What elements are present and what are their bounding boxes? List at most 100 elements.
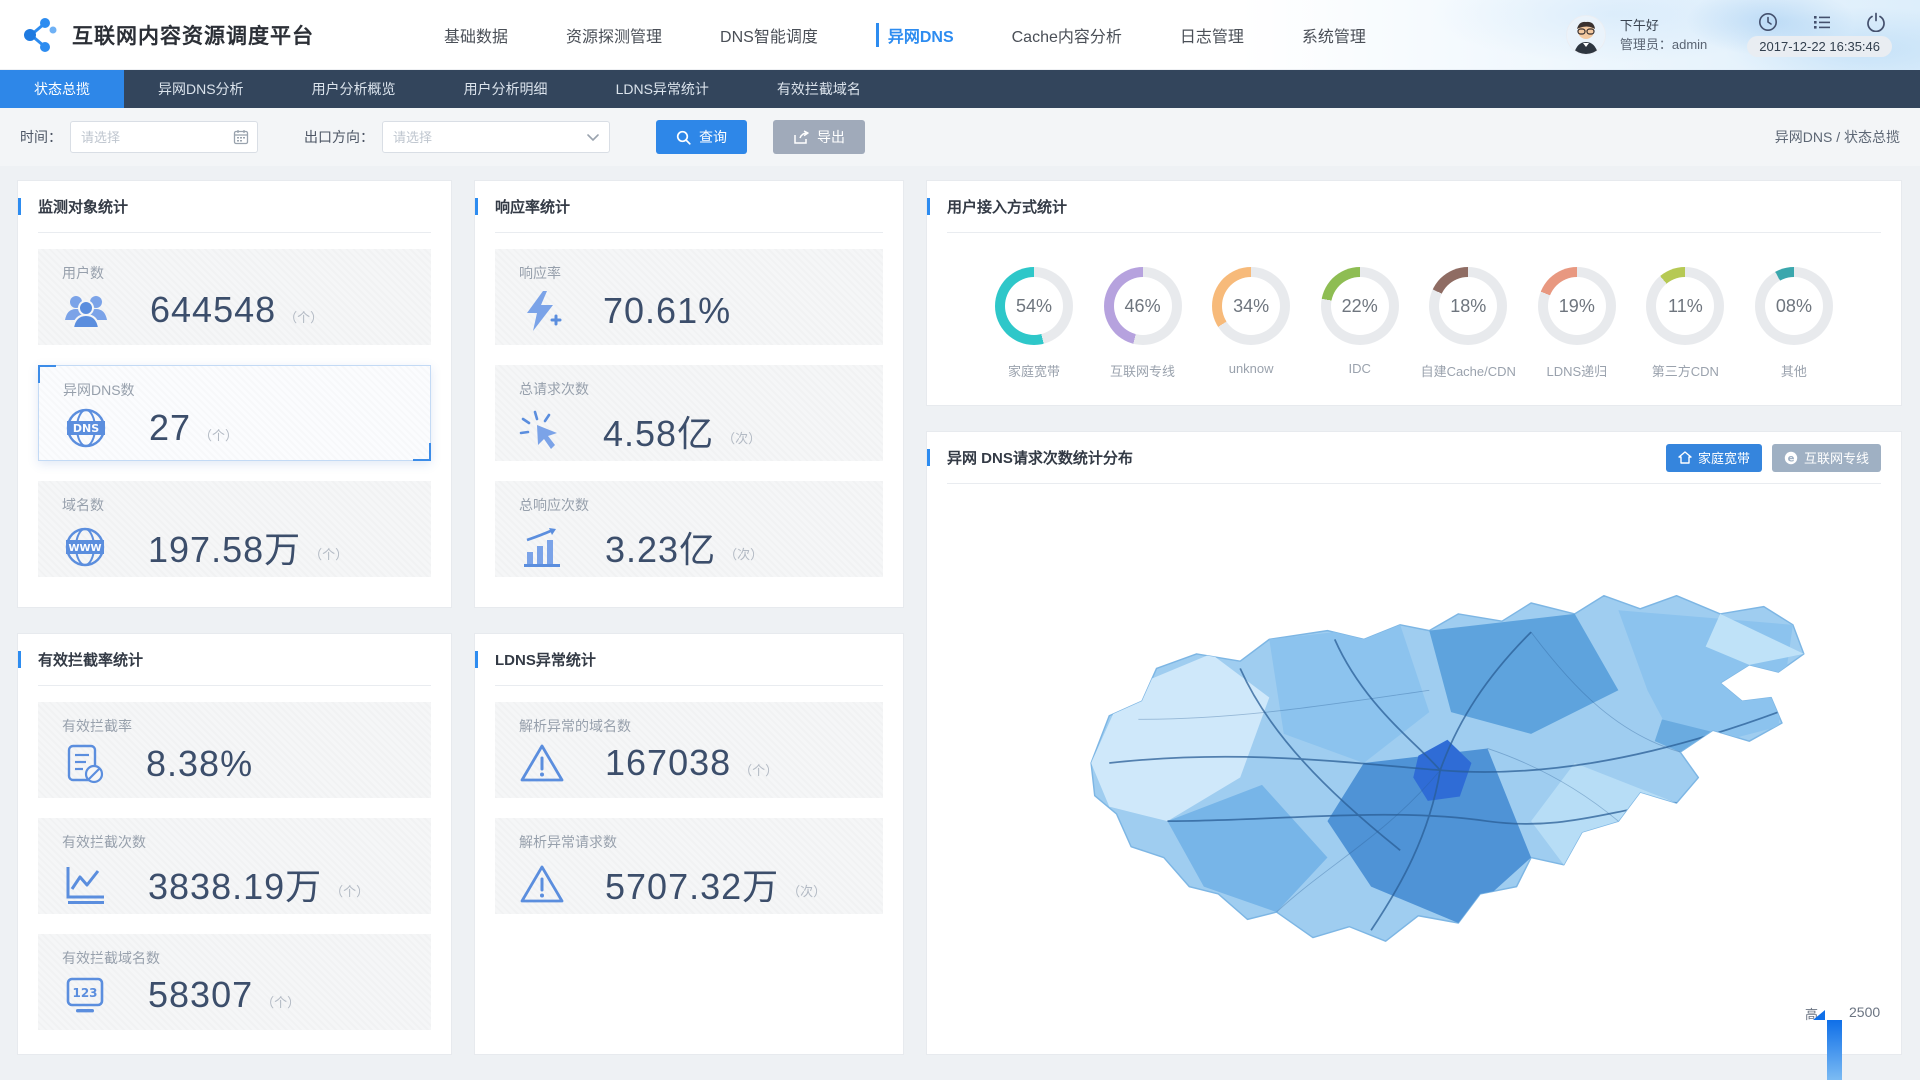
stat-label: 有效拦截域名数 — [62, 950, 160, 966]
title-accent — [475, 651, 478, 668]
nav-item-system-management[interactable]: 系统管理 — [1301, 28, 1366, 46]
svg-text:123: 123 — [72, 986, 97, 1000]
greeting-text: 下午好 — [1619, 17, 1659, 33]
stat-label: 域名数 — [62, 497, 104, 513]
monitor-123-icon: 123 — [66, 977, 104, 1013]
lightning-plus-icon — [527, 291, 562, 331]
stat-unit: （个） — [309, 546, 349, 562]
donut-internet-line: 46% 互联网专线 — [1094, 267, 1192, 380]
warning-triangle-icon — [520, 865, 564, 903]
top-header: 互联网内容资源调度平台 基础数据 资源探测管理 DNS智能调度 异网DNS Ca… — [0, 0, 1920, 70]
app-logo: 互联网内容资源调度平台 — [20, 15, 314, 55]
clock-icon[interactable] — [1758, 12, 1778, 32]
sub-tab-bar: 状态总揽 异网DNS分析 用户分析概览 用户分析明细 LDNS异常统计 有效拦截… — [0, 70, 1920, 108]
stat-tile-total-responses[interactable]: 总响应次数 3.23亿 （次） — [495, 481, 883, 577]
map-toggle-label: 家庭宽带 — [1697, 451, 1750, 466]
stat-value: 58307 — [148, 974, 254, 1015]
users-icon — [65, 296, 107, 329]
stat-tile-intercept-domains[interactable]: 有效拦截域名数 123 58307 （个） — [38, 934, 431, 1030]
card-title: LDNS异常统计 — [495, 652, 596, 669]
tab-intercepted-domains[interactable]: 有效拦截域名 — [776, 81, 861, 97]
access-donut-charts: 54% 家庭宽带 46% 互联网专线 34% unknow 22% IDC 18… — [927, 233, 1901, 380]
search-icon — [676, 130, 691, 145]
nav-item-foreign-dns[interactable]: 异网DNS — [875, 22, 954, 47]
stat-value: 3.23亿 — [605, 529, 717, 570]
nav-item-resource-probe[interactable]: 资源探测管理 — [566, 28, 663, 46]
stat-label: 用户数 — [62, 265, 104, 281]
stat-label: 异网DNS数 — [63, 382, 135, 398]
card-title: 有效拦截率统计 — [38, 652, 144, 669]
donut-idc: 22% IDC — [1311, 267, 1409, 380]
stat-tile-domains[interactable]: 域名数 WWW 197.58万 （个） — [38, 481, 431, 577]
list-menu-icon[interactable] — [1812, 12, 1832, 32]
stat-value: 644548 — [150, 289, 277, 330]
title-accent — [927, 198, 930, 215]
nav-item-dns-schedule[interactable]: DNS智能调度 — [720, 28, 818, 46]
legend-max-value: 2500 — [1849, 1004, 1881, 1020]
tab-user-analysis-overview[interactable]: 用户分析概览 — [311, 81, 396, 97]
donut-other: 08% 其他 — [1745, 267, 1843, 380]
map-toggle-label: 互联网专线 — [1803, 451, 1869, 466]
www-globe-icon: WWW — [65, 527, 105, 567]
stat-unit: （个） — [199, 427, 239, 443]
query-button[interactable]: 查询 — [656, 120, 747, 154]
stat-tile-intercept-count[interactable]: 有效拦截次数 3838.19万 （个） — [38, 818, 431, 914]
card-title: 异网 DNS请求次数统计分布 — [947, 450, 1133, 467]
power-icon[interactable] — [1866, 12, 1886, 32]
svg-text:WWW: WWW — [68, 543, 101, 554]
donut-thirdparty-cdn: 11% 第三方CDN — [1636, 267, 1734, 380]
stat-label: 有效拦截次数 — [62, 834, 146, 850]
donut-percent: 34% — [1233, 295, 1270, 316]
stat-unit: （个） — [284, 309, 324, 325]
browser-e-icon: e — [1784, 451, 1798, 464]
nav-item-cache-analysis[interactable]: Cache内容分析 — [1011, 28, 1122, 46]
stat-tile-users[interactable]: 用户数 644548 （个） — [38, 249, 431, 345]
logo-icon — [24, 17, 57, 52]
stat-unit: （次） — [787, 883, 827, 899]
stat-unit: （次） — [724, 546, 764, 562]
donut-label: 自建Cache/CDN — [1420, 364, 1516, 379]
donut-label: IDC — [1348, 361, 1371, 376]
card-response-stats: 响应率统计 响应率 70.61% 总请求次数 — [474, 180, 904, 608]
export-button[interactable]: 导出 — [773, 120, 865, 154]
donut-label: LDNS递归 — [1546, 364, 1608, 379]
document-block-icon — [67, 744, 104, 784]
nav-item-log-management[interactable]: 日志管理 — [1179, 28, 1244, 46]
donut-percent: 08% — [1775, 295, 1812, 316]
stat-value: 5707.32万 — [605, 866, 780, 907]
tab-foreign-dns-analysis[interactable]: 异网DNS分析 — [158, 81, 244, 97]
stat-tile-foreign-dns[interactable]: 异网DNS数 DNS 27 （个） — [38, 365, 431, 461]
donut-home-broadband: 54% 家庭宽带 — [985, 267, 1083, 380]
card-access-methods: 用户接入方式统计 54% 家庭宽带 46% 互联网专线 34% unknow 2… — [926, 180, 1902, 406]
avatar[interactable] — [1565, 14, 1606, 55]
choropleth-map[interactable]: 高 2500 低 0 — [927, 484, 1901, 1080]
nav-item-basic-data[interactable]: 基础数据 — [444, 28, 509, 46]
donut-percent: 46% — [1124, 295, 1161, 316]
stat-tile-anomaly-domains[interactable]: 解析异常的域名数 167038 （个） — [495, 702, 883, 798]
card-title: 响应率统计 — [495, 199, 571, 216]
map-toggle-home-broadband[interactable]: 家庭宽带 — [1665, 443, 1762, 472]
stat-value: 167038 — [605, 742, 732, 783]
stat-unit: （个） — [330, 883, 370, 899]
tab-user-analysis-detail[interactable]: 用户分析明细 — [463, 81, 548, 97]
card-intercept-stats: 有效拦截率统计 有效拦截率 8.38% — [17, 633, 452, 1055]
donut-percent: 22% — [1341, 295, 1378, 316]
stat-tile-total-requests[interactable]: 总请求次数 4.58亿 （次） — [495, 365, 883, 461]
donut-label: unknow — [1228, 361, 1274, 376]
donut-label: 其他 — [1780, 364, 1807, 379]
filter-toolbar: 时间： 出口方向： 查询 导出 异网DNS / — [0, 108, 1920, 166]
time-picker-input[interactable] — [70, 121, 258, 153]
map-toggle-internet-line[interactable]: e 互联网专线 — [1771, 443, 1881, 472]
stat-tile-intercept-rate[interactable]: 有效拦截率 8.38% — [38, 702, 431, 798]
svg-text:DNS: DNS — [73, 422, 99, 435]
title-accent — [927, 449, 930, 466]
tab-ldns-anomaly[interactable]: LDNS异常统计 — [615, 81, 709, 97]
dns-globe-icon: DNS — [66, 408, 106, 448]
donut-label: 互联网专线 — [1110, 364, 1176, 379]
bar-chart-up-icon — [524, 528, 560, 567]
stat-label: 响应率 — [519, 265, 561, 281]
tab-status-overview[interactable]: 状态总揽 — [0, 70, 124, 108]
direction-select[interactable] — [382, 121, 610, 153]
stat-tile-anomaly-requests[interactable]: 解析异常请求数 5707.32万 （次） — [495, 818, 883, 914]
stat-tile-response-rate[interactable]: 响应率 70.61% — [495, 249, 883, 345]
